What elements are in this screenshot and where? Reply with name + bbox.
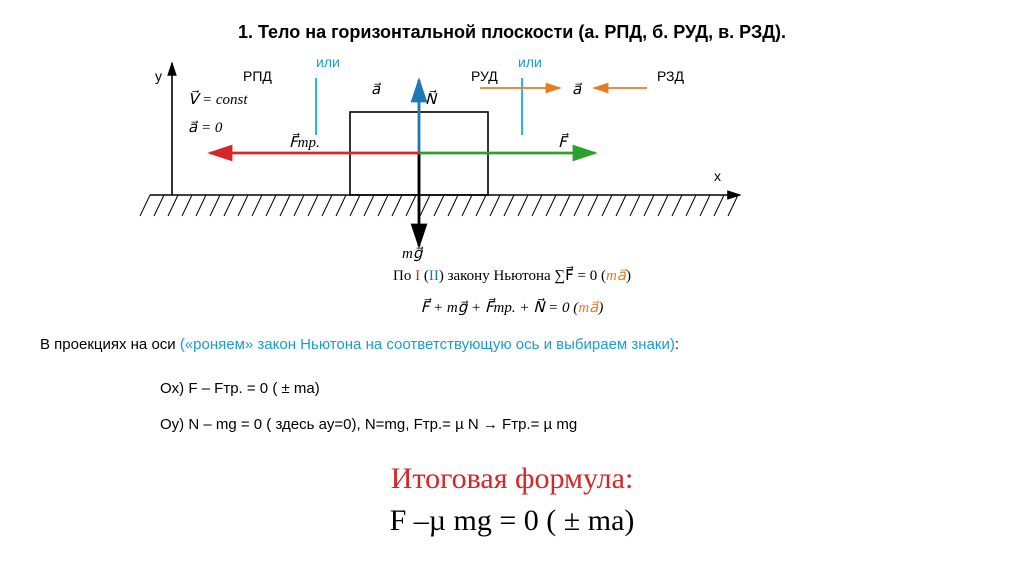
newton1-part-g: ) — [626, 268, 631, 284]
newton2-part-b: ma⃗ — [578, 300, 598, 316]
physics-diagram — [0, 0, 1024, 260]
proj-intro-c: : — [675, 336, 679, 353]
projection-intro: В проекциях на оси («роняем» закон Ньюто… — [40, 336, 679, 353]
newton1-part-d: II — [429, 268, 439, 284]
label-N: N⃗ — [425, 90, 436, 109]
newton-line-2: F⃗ + mg⃗ + F⃗тр. + N⃗ = 0 (ma⃗) — [0, 298, 1024, 317]
newton2-part-c: ) — [598, 300, 603, 316]
oy-line: Oy) N – mg = 0 ( здесь aу=0), N=mg, Fтр.… — [160, 416, 577, 433]
proj-intro-a: В проекциях на оси — [40, 336, 180, 353]
proj-intro-b: («роняем» закон Ньютона на соответствующ… — [180, 336, 675, 353]
label-F: F⃗ — [558, 133, 567, 152]
label-rzd: РЗД — [657, 68, 684, 84]
newton1-part-c: ( — [420, 268, 429, 284]
label-a-rud: a⃗ — [371, 80, 380, 99]
newton1-part-e: ) закону Ньютона ∑F⃗ = 0 ( — [439, 268, 606, 284]
newton-line-1: По I (II) закону Ньютона ∑F⃗ = 0 (ma⃗) — [0, 266, 1024, 285]
label-ili1: или — [316, 54, 340, 70]
label-a-rzd: a⃗ — [572, 80, 581, 99]
label-mg: mg⃗ — [402, 244, 422, 263]
final-formula: F –µ mg = 0 ( ± ma) — [0, 504, 1024, 538]
newton2-part-a: F⃗ + mg⃗ + F⃗тр. + N⃗ = 0 ( — [421, 300, 579, 316]
label-v-const: V⃗ = const — [188, 90, 248, 109]
newton1-part-a: По — [393, 268, 415, 284]
label-ili2: или — [518, 54, 542, 70]
newton1-part-f: ma⃗ — [606, 268, 626, 284]
final-title: Итоговая формула: — [0, 462, 1024, 496]
label-x-axis: х — [714, 168, 721, 184]
label-rpd: РПД — [243, 68, 272, 84]
ox-line: Ox) F – Fтр. = 0 ( ± ma) — [160, 380, 320, 397]
label-Ftr: F⃗тр. — [289, 133, 320, 152]
label-a-zero: a⃗ = 0 — [188, 118, 222, 137]
label-y-axis: у — [155, 68, 162, 84]
ground-hatch — [140, 195, 738, 216]
label-rud: РУД — [471, 68, 498, 84]
